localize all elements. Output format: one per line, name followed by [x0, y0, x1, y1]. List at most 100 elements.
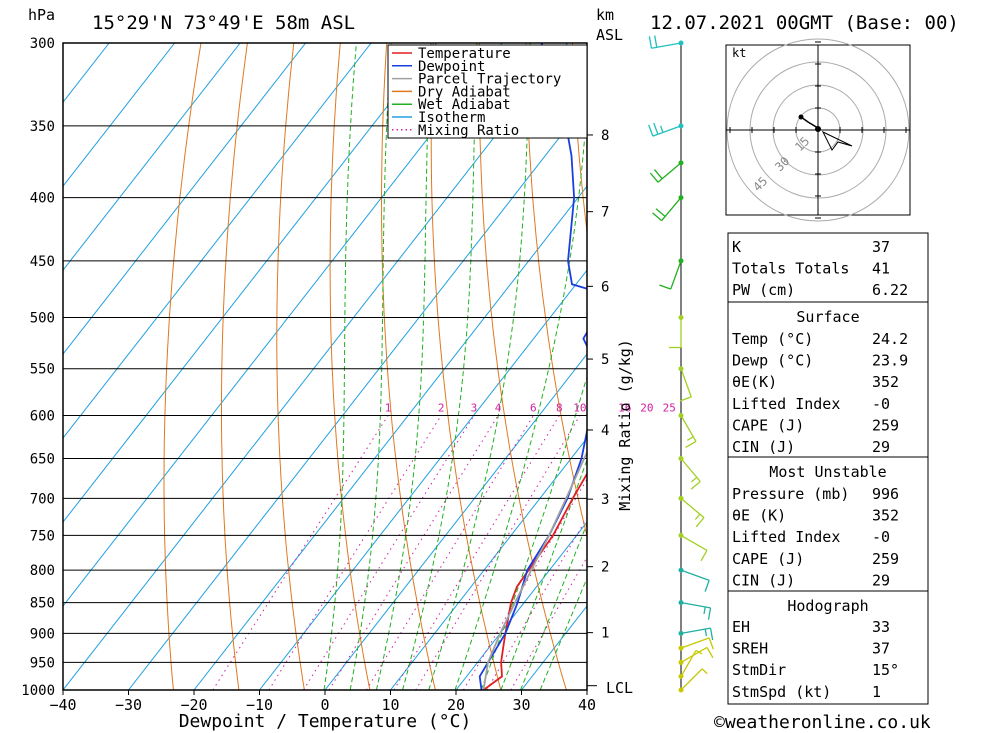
- table-box: [727, 301, 929, 458]
- mixing-ratio-line: [415, 415, 581, 690]
- lcl-label: LCL: [606, 679, 633, 697]
- wind-barb: [678, 366, 692, 402]
- hodograph-trace: [800, 116, 819, 129]
- table-row-label: Pressure (mb): [732, 485, 849, 503]
- wet-adiabat-line: [375, 43, 432, 690]
- wind-barb: [669, 315, 684, 349]
- km-tick-label: 8: [601, 128, 609, 144]
- table-title: Hodograph: [787, 597, 868, 615]
- isotherm-line: [63, 43, 569, 690]
- mixing-ratio-label: 8: [556, 401, 563, 414]
- hodograph-unit-label: kt: [732, 46, 746, 60]
- dry-adiabat-line: [163, 43, 202, 690]
- table-row-label: Dewp (°C): [732, 352, 813, 370]
- wind-barb: [678, 567, 710, 592]
- dry-adiabat-line: [571, 43, 587, 236]
- wind-barb: [678, 668, 708, 693]
- table-row-label: Lifted Index: [732, 528, 840, 546]
- pressure-tick-label: 800: [30, 563, 55, 579]
- wind-barb: [678, 532, 708, 562]
- height-axis: 1 2 3 4 5 6 7 8: [587, 128, 609, 687]
- pressure-tick-label: 900: [30, 626, 55, 642]
- x-axis-title: Dewpoint / Temperature (°C): [179, 711, 472, 732]
- wind-barb: [648, 122, 684, 137]
- mixing-ratio-line: [268, 415, 442, 690]
- table-row-label: StmSpd (kt): [732, 683, 831, 701]
- mixing-ratio-label: 3: [471, 401, 478, 414]
- temperature-tick-label: −40: [49, 696, 76, 714]
- table-row-value: -0: [872, 395, 890, 413]
- location-title: 15°29'N 73°49'E 58m ASL: [92, 12, 355, 34]
- dry-adiabat-line: [276, 43, 305, 690]
- table-row-label: θE(K): [732, 373, 777, 391]
- mixing-ratio-label: 4: [495, 401, 502, 414]
- mixing-ratio-label: 25: [663, 401, 676, 414]
- plot-frame: [62, 42, 588, 691]
- temperature-tick-label: −20: [180, 696, 207, 714]
- pressure-tick-label: 400: [30, 191, 55, 207]
- isotherm-line: [63, 43, 241, 271]
- table-row-value: 23.9: [872, 352, 908, 370]
- pressure-tick-label: 600: [30, 408, 55, 424]
- mixing-ratio-line: [510, 556, 587, 690]
- table-row-value: 1: [872, 683, 881, 701]
- km-tick-label: 4: [601, 423, 609, 439]
- pressure-tick-label: 300: [30, 36, 55, 52]
- temperature-tick-label: −10: [246, 696, 273, 714]
- table-row-label: Lifted Index: [732, 395, 840, 413]
- table-row-label: StmDir: [732, 661, 786, 679]
- temperature-tick-label: 20: [447, 696, 465, 714]
- table-row-label: K: [732, 238, 741, 256]
- temperature-axis: −40 −30 −20 −10 0 10 20 30 40: [49, 690, 596, 714]
- wind-barb: [678, 627, 714, 641]
- isotherm-line: [259, 269, 587, 690]
- mixing-ratio-line: [393, 415, 560, 690]
- pressure-tick-label: 450: [30, 254, 55, 270]
- wet-adiabat-line: [539, 576, 587, 690]
- table-row-value: 33: [872, 618, 890, 636]
- mixing-ratio-line: [365, 415, 534, 690]
- table-row-value: 352: [872, 507, 899, 525]
- wind-barb: [648, 35, 684, 49]
- isotherm-line: [63, 43, 307, 355]
- table-row-label: CAPE (J): [732, 416, 804, 434]
- wet-adiabat-line: [454, 100, 587, 690]
- mixing-ratio-line: [303, 415, 475, 690]
- table-row-label: θE (K): [732, 507, 786, 525]
- profile-lines: [478, 43, 587, 690]
- table-row-value: 996: [872, 485, 899, 503]
- temperature-tick-label: 10: [381, 696, 399, 714]
- pressure-tick-label: 750: [30, 528, 55, 544]
- table-row-value: 24.2: [872, 330, 908, 348]
- table-box: [727, 590, 929, 705]
- table-row-label: Temp (°C): [732, 330, 813, 348]
- pressure-tick-label: 950: [30, 655, 55, 671]
- wet-adiabat-line: [349, 43, 392, 690]
- temperature-tick-label: 30: [512, 696, 530, 714]
- table-row-value: -0: [872, 528, 890, 546]
- table-row-value: 29: [872, 438, 890, 456]
- table-title: Most Unstable: [769, 463, 886, 481]
- pressure-tick-label: 350: [30, 119, 55, 135]
- wind-barb: [649, 160, 684, 183]
- pressure-tick-label: 500: [30, 311, 55, 327]
- legend-label: Temperature: [418, 46, 511, 62]
- table-row-label: Totals Totals: [732, 260, 849, 278]
- mixing-ratio-axis-title: Mixing Ratio (g/kg): [616, 339, 634, 511]
- profile-dewpoint: [478, 43, 587, 690]
- isotherm-line: [63, 43, 438, 523]
- isotherm-line: [63, 43, 176, 187]
- dry-adiabat-line: [990, 43, 1000, 690]
- storm-motion-arrow: [821, 130, 853, 151]
- temperature-tick-label: 40: [578, 696, 596, 714]
- table-row-value: 41: [872, 260, 890, 278]
- legend-label: Dry Adiabat: [418, 84, 511, 100]
- temperature-tick-label: −30: [115, 696, 142, 714]
- km-tick-label: 7: [601, 205, 609, 221]
- legend-label: Dewpoint: [418, 59, 485, 75]
- mixing-ratio-labels: 1 2 3 4 6 8 10 16 20 25: [385, 401, 676, 414]
- mixing-ratio-label: 20: [640, 401, 653, 414]
- profile-temperature: [482, 472, 587, 690]
- isotherm-line: [324, 353, 587, 690]
